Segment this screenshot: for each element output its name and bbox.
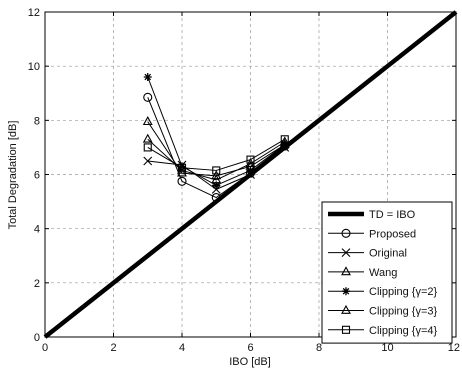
legend-marker: [342, 287, 350, 296]
legend-label: TD = IBO: [369, 209, 416, 221]
legend-box: [321, 201, 453, 344]
data-point: [280, 135, 289, 144]
y-tick-label: 4: [34, 224, 40, 236]
data-point: [177, 176, 187, 186]
legend-label: Clipping {γ=3}: [369, 306, 438, 318]
data-point: [177, 167, 187, 177]
y-tick-label: 2: [34, 278, 40, 290]
legend-label: Proposed: [369, 228, 416, 240]
data-point: [211, 185, 221, 194]
data-point: [212, 181, 221, 190]
data-point: [143, 156, 153, 166]
legend-marker: [341, 248, 351, 257]
series-group: [43, 10, 458, 339]
legend-label: Original: [369, 248, 407, 260]
y-tick-label: 10: [28, 61, 40, 73]
data-point: [143, 73, 152, 81]
legend-marker: [341, 228, 351, 238]
data-point: [142, 133, 153, 143]
tick-labels: 0 2 4 6 8 10 12 0 2 4 6 8 10 12: [28, 7, 460, 354]
series-line: [147, 97, 286, 199]
legend-marker: [341, 304, 351, 314]
legend-label: Clipping {γ=4}: [369, 325, 438, 337]
x-tick-label: 8: [316, 342, 322, 354]
data-point: [211, 174, 222, 184]
data-point: [211, 170, 222, 180]
data-point: [212, 166, 221, 175]
legend: TD = IBO Proposed Original Wang Clipping {γ=…: [321, 201, 453, 344]
data-point: [177, 163, 187, 172]
data-point: [142, 116, 153, 126]
x-tick-label: 0: [42, 342, 48, 354]
y-tick-label: 0: [34, 332, 40, 344]
legend-label: Wang: [369, 267, 397, 279]
legend-label: Clipping {γ=2}: [369, 286, 438, 298]
data-point: [279, 136, 290, 146]
series-line: [147, 138, 286, 171]
data-point: [177, 164, 187, 174]
x-axis-label: IBO [dB]: [229, 356, 271, 368]
data-point: [143, 143, 152, 152]
y-axis-label: Total Degradation [dB]: [7, 121, 19, 230]
data-point: [211, 192, 221, 203]
data-point: [246, 155, 255, 164]
x-tick-label: 2: [110, 342, 116, 354]
data-point: [246, 166, 255, 175]
x-tick-label: 4: [179, 342, 185, 354]
x-tick-label: 6: [247, 342, 253, 354]
series-line: [147, 138, 286, 181]
y-tick-label: 12: [28, 7, 40, 19]
y-tick-label: 6: [34, 170, 40, 182]
legend-marker: [341, 266, 351, 276]
x-tick-label: 10: [381, 342, 393, 354]
series-6: [143, 135, 289, 175]
y-tick-label: 8: [34, 115, 40, 127]
x-tick-label: 12: [448, 342, 460, 354]
legend-marker: [341, 325, 351, 334]
data-point: [143, 92, 153, 102]
